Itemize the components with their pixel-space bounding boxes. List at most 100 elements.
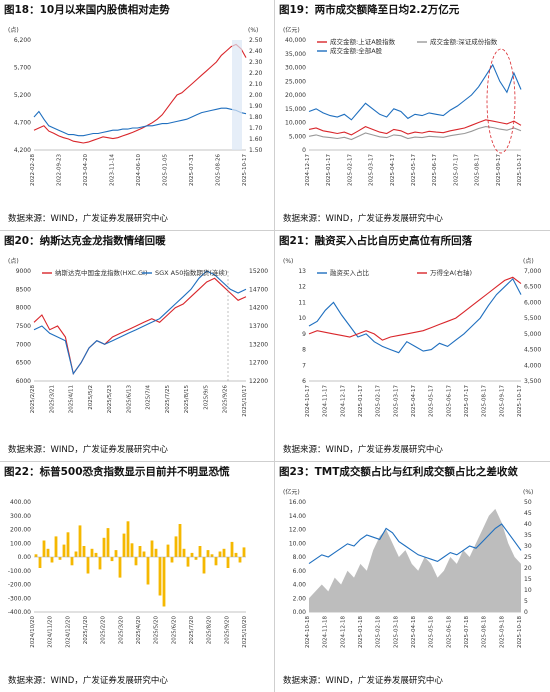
bar — [154, 548, 158, 558]
bar — [170, 557, 174, 563]
legend-label: 融资买入占比 — [330, 268, 370, 277]
x-tick-label: 2025/10/17 — [242, 385, 248, 417]
figure-21-source: 数据来源：WIND，广发证券发展研究中心 — [283, 445, 443, 455]
x-tick-label: 2025/5/23 — [107, 385, 113, 414]
y-right-tick-label: 1.60 — [249, 136, 263, 143]
bar — [82, 546, 86, 557]
y-right-tick-label: 3,500 — [524, 378, 541, 385]
y-right-unit-label: (%) — [523, 489, 533, 496]
y-left-unit-label: (点) — [8, 26, 19, 34]
y-right-tick-label: 1.80 — [249, 114, 263, 121]
bar — [206, 550, 210, 557]
x-tick-label: 2025-05-17 — [429, 385, 435, 417]
y-right-unit-label: (点) — [523, 257, 534, 265]
row-divider-1 — [0, 230, 550, 231]
y-left-tick-label: 0.00 — [18, 554, 32, 561]
x-tick-label: 2025-06-18 — [446, 616, 452, 648]
y-right-tick-label: 35 — [524, 532, 532, 539]
x-tick-label: 2025/9/5 — [203, 385, 209, 410]
x-tick-label: 2025-01-17 — [326, 154, 332, 186]
y-left-tick-label: 9000 — [16, 268, 31, 275]
y-left-tick-label: 10.00 — [289, 540, 306, 547]
series-line-0 — [33, 43, 247, 144]
y-left-tick-label: 6,200 — [14, 37, 31, 44]
y-right-tick-label: 5 — [524, 598, 528, 605]
x-tick-label: 2025/7/25 — [165, 385, 171, 414]
bar — [238, 557, 242, 563]
x-tick-label: 2025-06-17 — [432, 154, 438, 186]
figure-22-source: 数据来源：WIND，广发证券发展研究中心 — [8, 676, 168, 686]
x-tick-label: 2024-06-10 — [136, 154, 142, 186]
y-left-tick-label: 7000 — [16, 341, 31, 348]
x-tick-label: 2025-02-17 — [347, 154, 353, 186]
x-tick-label: 2025-10-17 — [517, 385, 523, 417]
y-right-tick-label: 40 — [524, 521, 532, 528]
x-tick-label: 2025-03-17 — [369, 154, 375, 186]
y-right-tick-label: 10 — [524, 587, 532, 594]
x-tick-label: 2024-12-18 — [340, 616, 346, 648]
y-left-unit-label: (点) — [8, 257, 19, 265]
y-left-tick-label: -400.00 — [8, 609, 31, 616]
figure-20: 图20：纳斯达克金龙指数情绪回暖 9000 8500 8000 7500 7000 650… — [0, 231, 275, 461]
x-tick-label: 2025-02-17 — [376, 385, 382, 417]
y-left-tick-label: -200.00 — [8, 582, 31, 589]
x-tick-label: 2025-04-17 — [411, 385, 417, 417]
y-right-tick-label: 13200 — [249, 341, 268, 348]
x-tick-label: 2025/8/15 — [184, 385, 190, 414]
x-tick-label: 2025-01-05 — [163, 154, 169, 186]
x-tick-label: 2025/4/20 — [136, 616, 142, 645]
y-right-tick-label: 30 — [524, 543, 532, 550]
x-tick-label: 2025-09-17 — [499, 385, 505, 417]
y-right-tick-label: 2.10 — [249, 81, 263, 88]
y-right-tick-label: 1.90 — [249, 103, 263, 110]
x-tick-label: 2022-02-28 — [30, 154, 36, 186]
x-tick-label: 2024-11-17 — [323, 385, 329, 417]
y-right-tick-label: 0 — [524, 609, 528, 616]
x-tick-label: 2025/10/20 — [242, 616, 248, 648]
bar — [118, 557, 122, 578]
bar — [106, 528, 110, 557]
bar — [166, 544, 170, 557]
x-tick-label: 2025-08-18 — [482, 616, 488, 648]
y-left-tick-label: 8500 — [16, 286, 31, 293]
bar — [110, 557, 114, 562]
bar — [142, 551, 146, 557]
bar — [226, 557, 230, 568]
y-left-unit-label: (亿元) — [283, 26, 300, 34]
bar — [178, 524, 182, 557]
y-right-tick-label: 1.50 — [249, 147, 263, 154]
legend-label: 万得全A(右轴) — [430, 268, 472, 277]
x-tick-label: 2025-05-17 — [411, 154, 417, 186]
figure-22-caption: 图22：标普500恐贪指数显示目前并不明显恐慌 — [4, 466, 230, 478]
y-right-tick-label: 20 — [524, 565, 532, 572]
figure-18-chart: 6,200 5,700 5,200 4,700 4,200 2.50 2.40 2.30 2.2… — [8, 26, 263, 186]
figure-18: 图18：10月以来国内股债相对走势 6,200 5,700 5,200 4,700 4,… — [0, 0, 275, 230]
figure-20-caption: 图20：纳斯达克金龙指数情绪回暖 — [4, 235, 166, 247]
bar — [186, 557, 190, 567]
y-right-tick-label: 15 — [524, 576, 532, 583]
y-left-tick-label: 8000 — [16, 305, 31, 312]
y-left-tick-label: 2.00 — [293, 595, 307, 602]
y-left-tick-label: 25,000 — [285, 78, 306, 85]
bar — [146, 557, 150, 585]
y-left-tick-label: 400.00 — [10, 499, 31, 506]
y-left-tick-label: 4,200 — [14, 147, 31, 154]
x-tick-label: 2025/4/11 — [69, 385, 75, 413]
y-right-tick-label: 6,500 — [524, 284, 541, 291]
y-right-tick-label: 2.50 — [249, 37, 263, 44]
bar — [74, 551, 78, 557]
bar — [98, 557, 102, 570]
y-left-tick-label: 8.00 — [293, 554, 307, 561]
y-left-tick-label: 100.00 — [10, 540, 31, 547]
bar — [126, 521, 130, 558]
figure-19: 图19：两市成交额降至日均2.2万亿元 40,000 35,000 30,000 25… — [275, 0, 550, 230]
x-tick-label: 2024/10/20 — [30, 616, 36, 648]
y-right-tick-label: 45 — [524, 510, 532, 517]
x-tick-label: 2025/5/2 — [88, 385, 94, 410]
bar — [102, 537, 106, 558]
y-left-unit-label: (亿元) — [283, 488, 300, 496]
y-right-tick-label: 2.40 — [249, 48, 263, 55]
bar — [134, 557, 138, 566]
figure-20-source: 数据来源：WIND，广发证券发展研究中心 — [8, 445, 168, 455]
x-tick-label: 2024/11/20 — [48, 616, 54, 648]
